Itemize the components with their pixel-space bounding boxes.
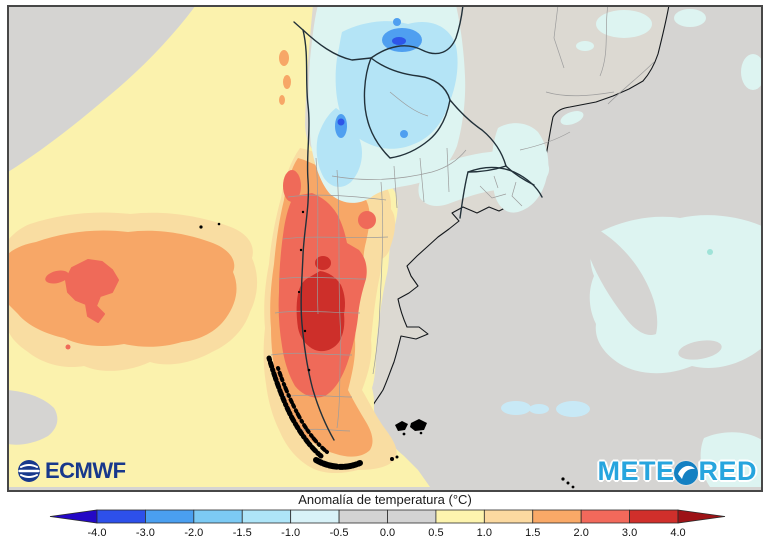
colorbar-segment [338, 509, 388, 524]
islet [566, 481, 570, 485]
border-uruguay-brazil [505, 165, 535, 186]
atlantic-gray-channel [588, 226, 658, 336]
andes-lake [301, 210, 305, 214]
border-paraguay [363, 57, 451, 159]
colorbar-label: 1.5 [525, 527, 540, 539]
pacific-warm-2p0-core [65, 259, 119, 323]
colorbar-segment [483, 509, 534, 524]
warm-2p0-ne-spot [358, 211, 376, 229]
andes-lake [303, 329, 307, 333]
border-peru-chile [293, 21, 304, 31]
colorbar-segment [435, 509, 485, 524]
ecmwf-globe-icon [18, 460, 40, 482]
turquoise-spot [707, 249, 713, 255]
border-argentina-brazil [449, 99, 507, 167]
colorbar-arrow-left [49, 509, 98, 524]
ecmwf-logo: ECMWF [17, 458, 126, 484]
andes-lake [307, 368, 311, 372]
cool-3p0-dot [337, 118, 345, 126]
colorbar-label: -1.0 [281, 527, 300, 539]
argentina-warm-3p0-core [296, 271, 345, 352]
cool-patch-bottom-right [700, 432, 761, 487]
anomaly-map [9, 7, 761, 490]
colorbar-label: 0.0 [380, 527, 395, 539]
colorbar-caption: Anomalía de temperatura (°C) [298, 492, 472, 507]
border-chile-argentina [300, 29, 335, 441]
coast-warm-spot [283, 75, 291, 89]
cool-patch-south [529, 404, 549, 414]
atlantic-cool-0p5-blob [589, 215, 761, 374]
warm-anomaly-layer [9, 7, 430, 487]
meteored-logo: METE RED [597, 456, 757, 487]
colorbar-label: -3.0 [136, 527, 155, 539]
cool-0p5-patch [741, 54, 761, 90]
gray-notch-left-edge [9, 390, 58, 445]
colorbar-label: 4.0 [670, 527, 685, 539]
colorbar-segment [290, 509, 340, 524]
meteored-logo-text-right: RED [698, 456, 757, 486]
islet [561, 477, 565, 481]
cool-patch-south [501, 401, 531, 415]
brazil-coast-cool-0p5-blob [491, 123, 549, 213]
cool-0p5-patch [674, 9, 706, 27]
colorbar-segment [145, 509, 195, 524]
colorbar-label: -2.0 [184, 527, 203, 539]
border-uruguay-north [467, 166, 543, 198]
falkland-east [410, 419, 427, 431]
cool-0p5-patch [560, 111, 584, 125]
pacific-warm-2p0-spot [45, 270, 69, 284]
province-borders [270, 7, 655, 432]
warm-3p0-north-lobe [315, 256, 331, 270]
colorbar-label: -1.5 [233, 527, 252, 539]
border-bolivia-south [302, 29, 372, 61]
andes-lake [299, 248, 303, 252]
fjord-speckles [266, 355, 324, 459]
colorbar-label: 3.0 [622, 527, 637, 539]
meteored-o-icon [674, 460, 699, 485]
country-borders [293, 7, 543, 441]
cool-2p0-dot [400, 130, 408, 138]
border-bolivia-brazil [370, 7, 464, 59]
juan-fernandez-island [199, 225, 203, 229]
fjord-speckles [276, 366, 329, 454]
colorbar-segment [532, 509, 582, 524]
temperature-colorbar: -4.0 -3.0 -2.0 -1.5 -1.0 -0.5 0.0 0.5 1.0 1.5 2.0 3… [49, 509, 726, 539]
cool-1p0-south-tongue [316, 108, 362, 187]
cool-3p0-spot [392, 37, 406, 45]
falkland-west [395, 421, 408, 431]
colorbar-label: -4.0 [88, 527, 107, 539]
juan-fernandez-island [217, 222, 221, 226]
colorbar-segment [193, 509, 243, 524]
coast-warm-spot [279, 50, 289, 66]
chile-coast-2p0-blob [283, 170, 301, 202]
islet [571, 485, 575, 489]
islands-and-fjords [199, 210, 575, 489]
colorbar-label: 1.0 [477, 527, 492, 539]
cool-patch-south [556, 401, 590, 417]
colorbar-segment [580, 509, 630, 524]
tierra-del-fuego-mountains [313, 457, 363, 470]
colorbar-segment [96, 509, 146, 524]
cool-0p5-patch [576, 41, 594, 51]
meteored-logo-text-left: METE [597, 456, 675, 486]
colorbar-label: 2.0 [574, 527, 589, 539]
staten-island [390, 457, 394, 461]
andes-lake [297, 290, 301, 294]
ecmwf-logo-text: ECMWF [45, 458, 126, 483]
cool-0p5-patch [596, 10, 652, 38]
map-frame: ECMWF METE RED [7, 5, 763, 492]
pacific-warm-2p0-dot [65, 344, 71, 350]
colorbar-segment [241, 509, 292, 524]
colorbar-segment [629, 509, 679, 524]
atlantic-gray-patch [678, 340, 722, 360]
colorbar-label: 0.5 [428, 527, 443, 539]
colorbar-label: -0.5 [330, 527, 349, 539]
cool-2p0-dot [393, 18, 401, 26]
coast-warm-spot [279, 95, 285, 105]
cool-2p0-spot [335, 114, 347, 138]
pacific-warm-1p5-blob [9, 230, 237, 347]
colorbar-segment [387, 509, 437, 524]
colorbar-arrow-right [677, 509, 726, 524]
